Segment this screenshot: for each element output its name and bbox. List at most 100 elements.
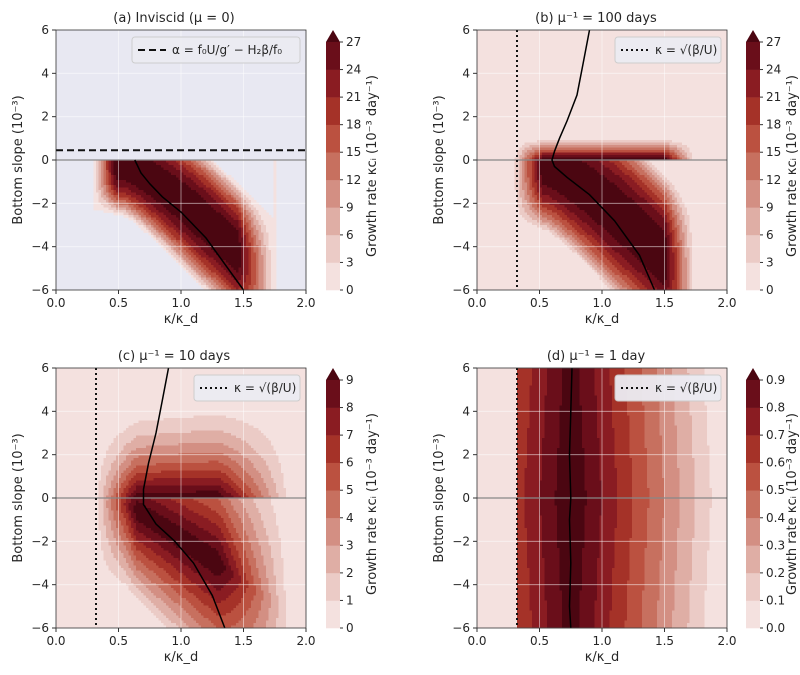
- heatmap-cell: [123, 162, 127, 166]
- heatmap-cell: [479, 252, 483, 256]
- heatmap-cell: [507, 242, 510, 246]
- heatmap-cell: [241, 222, 244, 226]
- heatmap-cell: [218, 217, 222, 221]
- heatmap-cell: [504, 225, 508, 228]
- heatmap-cell: [482, 227, 485, 231]
- heatmap-cell: [208, 162, 212, 166]
- heatmap-cell: [499, 220, 503, 223]
- heatmap-cell: [238, 207, 242, 211]
- heatmap-cell: [519, 265, 523, 268]
- heatmap-cell: [494, 47, 498, 51]
- heatmap-cell: [231, 267, 234, 271]
- heatmap-cell: [494, 77, 498, 81]
- heatmap-cell: [213, 240, 217, 243]
- heatmap-cell: [502, 267, 505, 271]
- heatmap-cell: [494, 145, 498, 148]
- heatmap-cell: [241, 230, 244, 233]
- heatmap-cell: [213, 262, 217, 266]
- heatmap-cell: [499, 162, 503, 166]
- heatmap-cell: [507, 247, 510, 251]
- heatmap-cell: [517, 45, 520, 48]
- heatmap-cell: [193, 170, 197, 173]
- heatmap-cell: [166, 247, 169, 251]
- heatmap-cell: [226, 222, 229, 226]
- heatmap-cell: [186, 262, 189, 266]
- heatmap-cell: [216, 177, 219, 181]
- heatmap-cell: [524, 117, 528, 121]
- y-tick-label: 0: [41, 153, 49, 167]
- heatmap-cell: [213, 232, 217, 236]
- heatmap-cell: [266, 227, 269, 231]
- heatmap-cell: [497, 87, 500, 91]
- heatmap-cell: [512, 60, 515, 63]
- heatmap-cell: [499, 260, 503, 263]
- heatmap-cell: [499, 77, 503, 81]
- heatmap-cell: [502, 197, 505, 201]
- heatmap-cell: [519, 250, 523, 253]
- heatmap-cell: [181, 162, 184, 166]
- heatmap-cell: [502, 207, 505, 211]
- heatmap-cell: [502, 160, 505, 163]
- heatmap-cell: [509, 205, 513, 208]
- heatmap-cell: [517, 77, 520, 81]
- heatmap-cell: [151, 195, 154, 198]
- heatmap-cell: [211, 185, 214, 188]
- heatmap-cell: [499, 57, 503, 61]
- colorbar-tick-label: 24: [346, 63, 361, 77]
- heatmap-cell: [517, 277, 520, 281]
- heatmap-cell: [514, 175, 518, 178]
- heatmap-cell: [111, 160, 114, 163]
- heatmap-cell: [484, 267, 488, 271]
- heatmap-cell: [198, 160, 202, 163]
- heatmap-cell: [246, 220, 249, 223]
- heatmap-cell: [116, 205, 119, 208]
- heatmap-cell: [509, 125, 513, 128]
- heatmap-cell: [492, 195, 495, 198]
- heatmap-cell: [489, 32, 493, 36]
- heatmap-cell: [241, 270, 244, 273]
- heatmap-cell: [497, 72, 500, 76]
- heatmap-cell: [484, 72, 488, 76]
- heatmap-cell: [499, 150, 503, 153]
- heatmap-cell: [213, 230, 217, 233]
- heatmap-cell: [193, 180, 197, 183]
- heatmap-cell: [524, 50, 528, 53]
- heatmap-cell: [517, 285, 520, 288]
- heatmap-cell: [497, 232, 500, 236]
- heatmap-cell: [208, 167, 212, 171]
- heatmap-cell: [241, 250, 244, 253]
- heatmap-cell: [183, 260, 187, 263]
- heatmap-cell: [502, 287, 505, 291]
- heatmap-cell: [514, 202, 518, 206]
- heatmap-cell: [484, 112, 488, 116]
- heatmap-cell: [507, 90, 510, 93]
- heatmap-cell: [251, 255, 254, 258]
- heatmap-cell: [198, 167, 202, 171]
- heatmap-cell: [261, 210, 264, 213]
- heatmap-cell: [527, 242, 530, 246]
- heatmap-cell: [203, 262, 207, 266]
- heatmap-cell: [507, 35, 510, 38]
- heatmap-cell: [489, 47, 493, 51]
- heatmap-cell: [504, 80, 508, 83]
- heatmap-cell: [221, 192, 224, 196]
- heatmap-cell: [517, 205, 520, 208]
- heatmap-cell: [507, 232, 510, 236]
- heatmap-cell: [248, 250, 252, 253]
- heatmap-cell: [519, 82, 523, 86]
- heatmap-cell: [151, 170, 154, 173]
- heatmap-cell: [527, 235, 530, 238]
- heatmap-cell: [499, 165, 503, 168]
- heatmap-cell: [208, 165, 212, 168]
- heatmap-cell: [248, 262, 252, 266]
- heatmap-cell: [223, 195, 227, 198]
- heatmap-cell: [226, 187, 229, 191]
- heatmap-cell: [163, 225, 167, 228]
- max-growth-curve: [134, 159, 245, 291]
- heatmap-cell: [517, 37, 520, 41]
- heatmap-cell: [201, 195, 204, 198]
- heatmap-cell: [173, 202, 177, 206]
- heatmap-cell: [529, 95, 533, 98]
- heatmap-cell: [171, 182, 174, 186]
- heatmap-cell: [123, 185, 127, 188]
